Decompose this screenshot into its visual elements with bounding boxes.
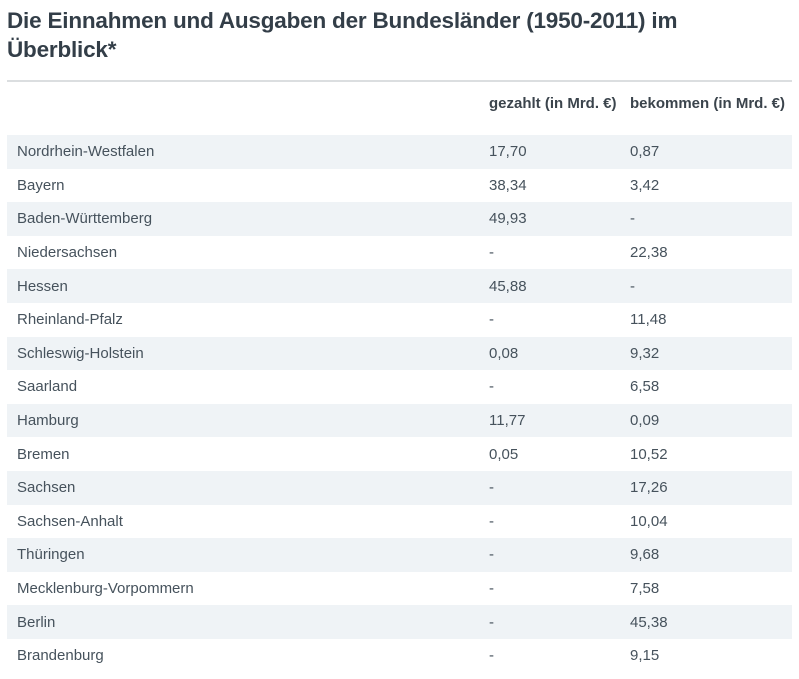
gezahlt-cell: - bbox=[489, 647, 494, 665]
state-name-cell: Hessen bbox=[17, 277, 68, 295]
state-name-cell: Mecklenburg-Vorpommern bbox=[17, 580, 194, 598]
table-header-row: gezahlt (in Mrd. €) bekommen (in Mrd. €) bbox=[7, 82, 792, 135]
table-row: Bayern 38,34 3,42 bbox=[7, 169, 792, 203]
state-name-cell: Bremen bbox=[17, 445, 70, 463]
gezahlt-cell: 49,93 bbox=[489, 210, 527, 228]
gezahlt-cell: - bbox=[489, 613, 494, 631]
gezahlt-cell: - bbox=[489, 311, 494, 329]
state-name-cell: Thüringen bbox=[17, 546, 85, 564]
state-name-cell: Brandenburg bbox=[17, 647, 104, 665]
gezahlt-cell: - bbox=[489, 479, 494, 497]
gezahlt-cell: 11,77 bbox=[489, 412, 526, 430]
bekommen-cell: 3,42 bbox=[630, 176, 660, 194]
table-row: Saarland - 6,58 bbox=[7, 370, 792, 404]
table-row: Thüringen - 9,68 bbox=[7, 538, 792, 572]
state-name-cell: Nordrhein-Westfalen bbox=[17, 143, 155, 161]
header-bekommen-column: bekommen (in Mrd. €) bbox=[630, 95, 786, 112]
state-name-cell: Bayern bbox=[17, 176, 65, 194]
gezahlt-cell: 0,05 bbox=[489, 445, 519, 463]
gezahlt-cell: 17,70 bbox=[489, 143, 527, 161]
table-row: Hamburg 11,77 0,09 bbox=[7, 403, 792, 438]
header-state-column bbox=[7, 94, 489, 135]
table-row: Sachsen-Anhalt - 10,04 bbox=[7, 505, 792, 539]
gezahlt-cell: - bbox=[489, 378, 494, 396]
state-name-cell: Berlin bbox=[17, 613, 56, 631]
table-row: Berlin - 45,38 bbox=[7, 605, 792, 639]
bekommen-cell: 6,58 bbox=[630, 378, 660, 396]
bekommen-cell: 9,68 bbox=[630, 546, 660, 564]
table-row: Nordrhein-Westfalen 17,70 0,87 bbox=[7, 135, 792, 169]
state-name-cell: Rheinland-Pfalz bbox=[17, 311, 123, 329]
table-row: Mecklenburg-Vorpommern - 7,58 bbox=[7, 572, 792, 606]
state-name-cell: Saarland bbox=[17, 378, 78, 396]
bekommen-cell: 7,58 bbox=[630, 580, 660, 598]
header-gezahlt-column: gezahlt (in Mrd. €) bbox=[489, 95, 617, 112]
state-name-cell: Sachsen bbox=[17, 479, 76, 497]
bekommen-cell: 9,32 bbox=[630, 344, 660, 362]
bekommen-cell: 10,04 bbox=[630, 512, 668, 530]
table-row: Hessen 45,88 - bbox=[7, 269, 792, 303]
table-row: Baden-Württemberg 49,93 - bbox=[7, 202, 792, 236]
state-name-cell: Schleswig-Holstein bbox=[17, 344, 144, 362]
bekommen-cell: - bbox=[630, 210, 635, 228]
table-row: Brandenburg - 9,15 bbox=[7, 639, 792, 673]
gezahlt-cell: - bbox=[489, 546, 494, 564]
state-name-cell: Niedersachsen bbox=[17, 244, 118, 262]
gezahlt-cell: - bbox=[489, 244, 494, 262]
bekommen-cell: 11,48 bbox=[630, 311, 667, 329]
state-name-cell: Hamburg bbox=[17, 412, 79, 430]
bundeslaender-table: gezahlt (in Mrd. €) bekommen (in Mrd. €)… bbox=[7, 82, 792, 673]
gezahlt-cell: 38,34 bbox=[489, 176, 527, 194]
gezahlt-cell: 0,08 bbox=[489, 344, 519, 362]
gezahlt-cell: 45,88 bbox=[489, 277, 527, 295]
table-row: Schleswig-Holstein 0,08 9,32 bbox=[7, 336, 792, 371]
table-body: Nordrhein-Westfalen 17,70 0,87 Bayern 38… bbox=[7, 135, 792, 673]
bekommen-cell: 17,26 bbox=[630, 479, 668, 497]
bekommen-cell: 0,09 bbox=[630, 412, 660, 430]
gezahlt-cell: - bbox=[489, 580, 494, 598]
bekommen-cell: 0,87 bbox=[630, 143, 660, 161]
bekommen-cell: - bbox=[630, 277, 635, 295]
table-top-divider bbox=[7, 80, 792, 82]
bekommen-cell: 45,38 bbox=[630, 613, 668, 631]
gezahlt-cell: - bbox=[489, 512, 494, 530]
bekommen-cell: 9,15 bbox=[630, 647, 660, 665]
bekommen-cell: 10,52 bbox=[630, 445, 668, 463]
state-name-cell: Baden-Württemberg bbox=[17, 210, 153, 228]
table-row: Bremen 0,05 10,52 bbox=[7, 437, 792, 471]
table-row: Rheinland-Pfalz - 11,48 bbox=[7, 303, 792, 337]
table-row: Niedersachsen - 22,38 bbox=[7, 236, 792, 270]
state-name-cell: Sachsen-Anhalt bbox=[17, 512, 123, 530]
bekommen-cell: 22,38 bbox=[630, 244, 668, 262]
page-title: Die Einnahmen und Ausgaben der Bundeslän… bbox=[7, 8, 678, 62]
table-row: Sachsen - 17,26 bbox=[7, 470, 792, 505]
